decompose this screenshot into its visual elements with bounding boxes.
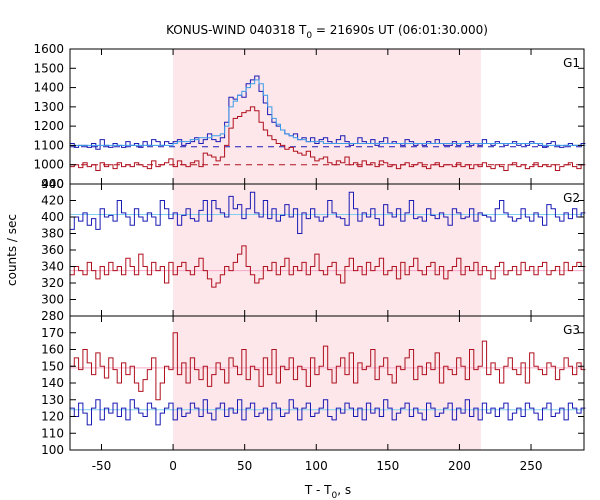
shaded-interval-layer <box>173 49 481 450</box>
chart-title: KONUS-WIND 040318 T0 = 21690s UT (06:01:… <box>166 23 488 41</box>
y-tick-label: 320 <box>41 276 64 290</box>
y-tick-label: 280 <box>41 309 64 323</box>
panel-label-g2: G2 <box>563 191 580 205</box>
series-g1-fit <box>70 79 586 146</box>
y-axis-label: counts / sec <box>5 214 19 286</box>
x-tick-label: 100 <box>305 459 328 473</box>
x-axis-label-subscript: 0 <box>332 491 338 500</box>
y-tick-label: 380 <box>41 227 64 241</box>
y-tick-label: 900 <box>41 177 64 191</box>
y-tick-label: 110 <box>41 426 64 440</box>
shaded-time-interval <box>173 49 481 450</box>
panel-g3 <box>70 332 586 426</box>
y-tick-label: 1000 <box>33 158 64 172</box>
y-tick-label: 160 <box>41 343 64 357</box>
panel-label-g3: G3 <box>563 323 580 337</box>
frames-layer: 9001000110012001300140015001600G12803003… <box>33 42 585 473</box>
y-tick-label: 1600 <box>33 42 64 56</box>
series-g2-blue <box>70 191 586 234</box>
series-g3-blue <box>70 399 586 426</box>
x-tick-label: 150 <box>376 459 399 473</box>
chart-title-main: KONUS-WIND 040318 T <box>166 23 307 37</box>
y-tick-label: 1200 <box>33 119 64 133</box>
y-tick-label: 420 <box>41 194 64 208</box>
y-tick-label: 300 <box>41 293 64 307</box>
y-tick-label: 100 <box>41 443 64 457</box>
x-axis-label: T - T0, s <box>304 483 351 500</box>
series-g3-red <box>70 332 586 401</box>
chart-title-rest: = 21690s UT (06:01:30.000) <box>312 23 488 37</box>
series-g2-red <box>70 245 586 288</box>
y-tick-label: 140 <box>41 376 64 390</box>
y-tick-label: 1400 <box>33 81 64 95</box>
y-tick-label: 440 <box>41 177 64 191</box>
panel-label-g1: G1 <box>563 56 580 70</box>
y-tick-label: 400 <box>41 210 64 224</box>
y-tick-label: 130 <box>41 393 64 407</box>
series-hard <box>70 106 586 171</box>
x-tick-label: 200 <box>448 459 471 473</box>
y-tick-label: 170 <box>41 326 64 340</box>
x-tick-label: 0 <box>169 459 177 473</box>
panel-g2 <box>70 191 586 288</box>
y-tick-label: 360 <box>41 243 64 257</box>
y-tick-label: 1500 <box>33 61 64 75</box>
y-tick-label: 1100 <box>33 138 64 152</box>
x-axis-label-main: T - T <box>304 483 332 497</box>
x-tick-label: -50 <box>92 459 112 473</box>
x-tick-label: 50 <box>237 459 252 473</box>
y-tick-label: 340 <box>41 260 64 274</box>
y-tick-label: 150 <box>41 359 64 373</box>
panel-g1 <box>70 75 586 171</box>
panels-layer <box>70 75 586 426</box>
y-tick-label: 1300 <box>33 100 64 114</box>
x-axis-label-rest: , s <box>337 483 351 497</box>
chart-title-subscript: 0 <box>306 31 312 41</box>
x-tick-label: 250 <box>520 459 543 473</box>
y-tick-label: 120 <box>41 410 64 424</box>
series-total <box>70 75 586 150</box>
